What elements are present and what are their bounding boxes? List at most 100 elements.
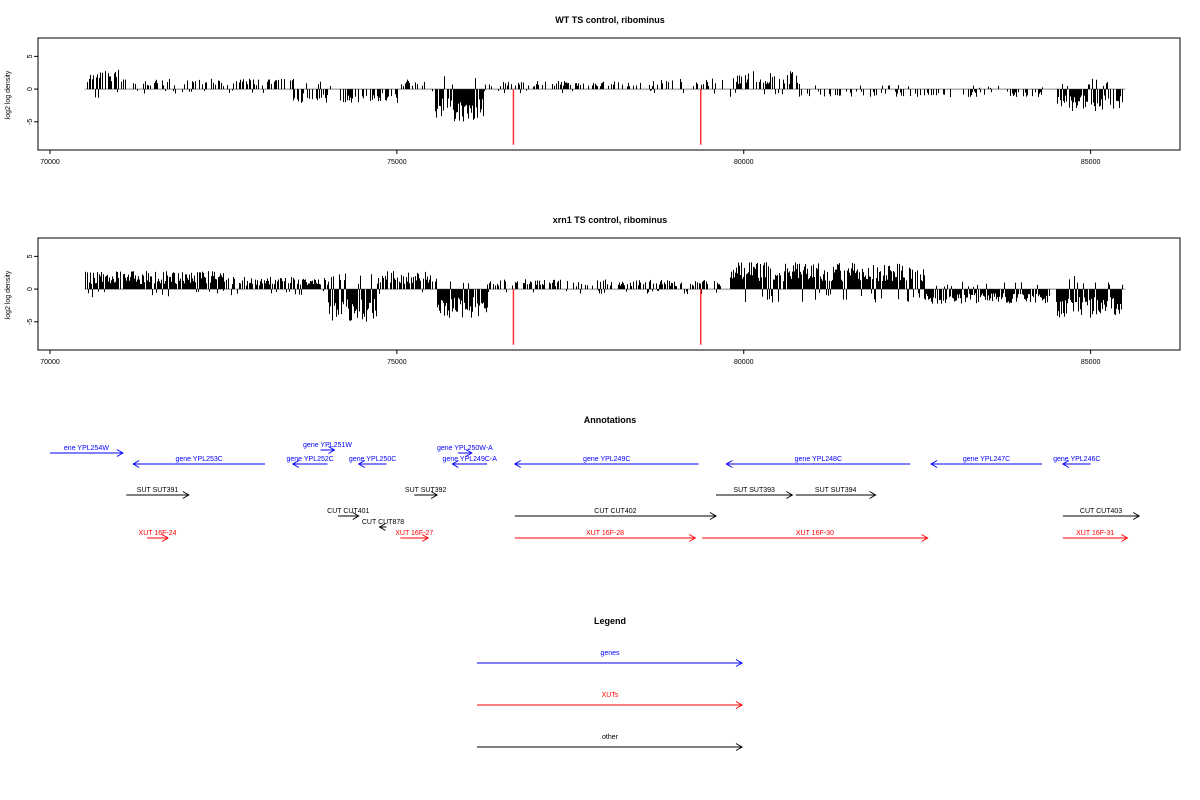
arrow-head (1061, 460, 1070, 468)
legend: Legend genes XUTs other (477, 616, 743, 751)
xrn1-panel-title: xrn1 TS control, ribominus (553, 215, 668, 225)
annotation-feature: ene YPL254W (50, 445, 124, 457)
feature-label: gene YPL250C (349, 456, 396, 463)
legend-label: other (602, 734, 619, 741)
wt-coverage-panel: WT TS control, ribominus log2 log densit… (5, 15, 1181, 166)
arrow-head (182, 491, 190, 499)
legend-item: XUTs (477, 692, 743, 709)
annotation-feature: gene YPL250W-A (437, 445, 493, 457)
annotation-feature: CUT CUT401 (327, 508, 370, 520)
feature-label: gene YPL249C (583, 456, 630, 463)
annotation-feature: gene YPL248C (725, 456, 911, 468)
annotation-feature: gene YPL249C-A (443, 456, 498, 468)
feature-label: ene YPL254W (64, 445, 109, 452)
arrow-head (451, 460, 459, 468)
feature-label: XUT 16F-28 (586, 530, 624, 537)
annotation-feature: SUT SUT392 (405, 487, 447, 499)
x-tick-label: 80000 (734, 159, 754, 166)
annotation-feature: XUT 16F-30 (702, 530, 929, 542)
arrow-head (421, 534, 430, 542)
wt-y-axis-label: log2 log density (5, 70, 12, 119)
arrow-head (1121, 534, 1129, 542)
arrow-head (921, 534, 929, 542)
feature-label: XUT 16F-30 (796, 530, 834, 537)
annotations-title: Annotations (584, 415, 637, 425)
feature-label: gene YPL250W-A (437, 445, 493, 452)
xrn1-y-axis-label: log2 log density (5, 270, 12, 319)
arrow-head (725, 460, 733, 468)
feature-label: CUT CUT403 (1080, 508, 1122, 515)
feature-label: CUT CUT402 (594, 508, 636, 515)
legend-item: other (477, 734, 743, 751)
feature-label: gene YPL246C (1053, 456, 1100, 463)
feature-label: gene YPL248C (795, 456, 842, 463)
x-tick-label: 75000 (387, 159, 407, 166)
feature-label: gene YPL253C (175, 456, 222, 463)
feature-label: CUT CUT401 (327, 508, 369, 515)
legend-item: genes (477, 650, 743, 667)
arrow-head (430, 491, 439, 499)
legend-arrow-head (735, 743, 743, 751)
annotation-feature: CUT CUT402 (514, 508, 717, 520)
feature-label: gene YPL252C (286, 456, 333, 463)
plot-frame (37, 237, 1181, 351)
annotations-track: Annotations ene YPL254W gene YPL251W gene … (50, 415, 1141, 542)
plot-frame (37, 37, 1181, 151)
feature-label: SUT SUT393 (733, 487, 775, 494)
y-tick-label: -5 (27, 319, 34, 325)
y-tick-label: 0 (27, 287, 34, 291)
y-tick-label: 0 (27, 87, 34, 91)
annotation-feature: gene YPL249C (513, 456, 699, 468)
arrow-head (378, 523, 386, 531)
annotation-feature: gene YPL253C (132, 456, 266, 468)
y-tick-label: 5 (27, 54, 34, 58)
annotation-feature: gene YPL250C (349, 456, 396, 468)
legend-arrow-head (735, 701, 743, 709)
annotation-feature: XUT 16F-27 (395, 530, 433, 542)
arrow-head (869, 491, 877, 499)
y-tick-label: 5 (27, 254, 34, 258)
arrow-head (352, 512, 360, 520)
legend-label: XUTs (602, 692, 619, 699)
feature-label: SUT SUT392 (405, 487, 447, 494)
arrow-head (786, 491, 794, 499)
annotation-feature: SUT SUT394 (795, 487, 877, 499)
legend-label: genes (600, 650, 620, 657)
annotation-feature: gene YPL247C (930, 456, 1043, 468)
arrow-head (357, 460, 365, 468)
arrow-head (161, 534, 169, 542)
x-tick-label: 70000 (40, 359, 60, 366)
annotation-feature: SUT SUT393 (716, 487, 794, 499)
annotation-feature: XUT 16F-28 (514, 530, 697, 542)
feature-label: gene YPL249C-A (443, 456, 498, 463)
arrow-head (116, 449, 124, 457)
arrow-head (930, 460, 938, 468)
x-tick-label: 75000 (387, 359, 407, 366)
annotation-feature: gene YPL246C (1053, 456, 1100, 468)
x-tick-label: 70000 (40, 159, 60, 166)
feature-label: gene YPL251W (303, 442, 352, 449)
annotation-feature: SUT SUT391 (126, 487, 190, 499)
legend-title: Legend (594, 616, 626, 626)
annotation-feature: gene YPL252C (286, 456, 334, 468)
x-tick-label: 85000 (1081, 359, 1101, 366)
annotation-feature: XUT 16F-24 (139, 530, 177, 542)
wt-panel-title: WT TS control, ribominus (555, 15, 665, 25)
x-tick-label: 80000 (734, 359, 754, 366)
x-tick-label: 85000 (1081, 159, 1101, 166)
annotation-feature: XUT 16F-31 (1062, 530, 1129, 542)
arrow-head (709, 512, 717, 520)
feature-label: CUT CUT878 (362, 519, 404, 526)
arrow-head (328, 446, 336, 454)
feature-label: XUT 16F-24 (139, 530, 177, 537)
legend-arrow-head (735, 659, 743, 667)
xrn1-coverage-panel: xrn1 TS control, ribominus log2 log dens… (5, 215, 1181, 366)
arrow-head (132, 460, 140, 468)
feature-label: XUT 16F-27 (395, 530, 433, 537)
feature-label: SUT SUT391 (137, 487, 179, 494)
annotation-feature: CUT CUT878 (362, 519, 404, 531)
annotation-feature: CUT CUT403 (1062, 508, 1141, 520)
arrow-head (291, 460, 300, 468)
